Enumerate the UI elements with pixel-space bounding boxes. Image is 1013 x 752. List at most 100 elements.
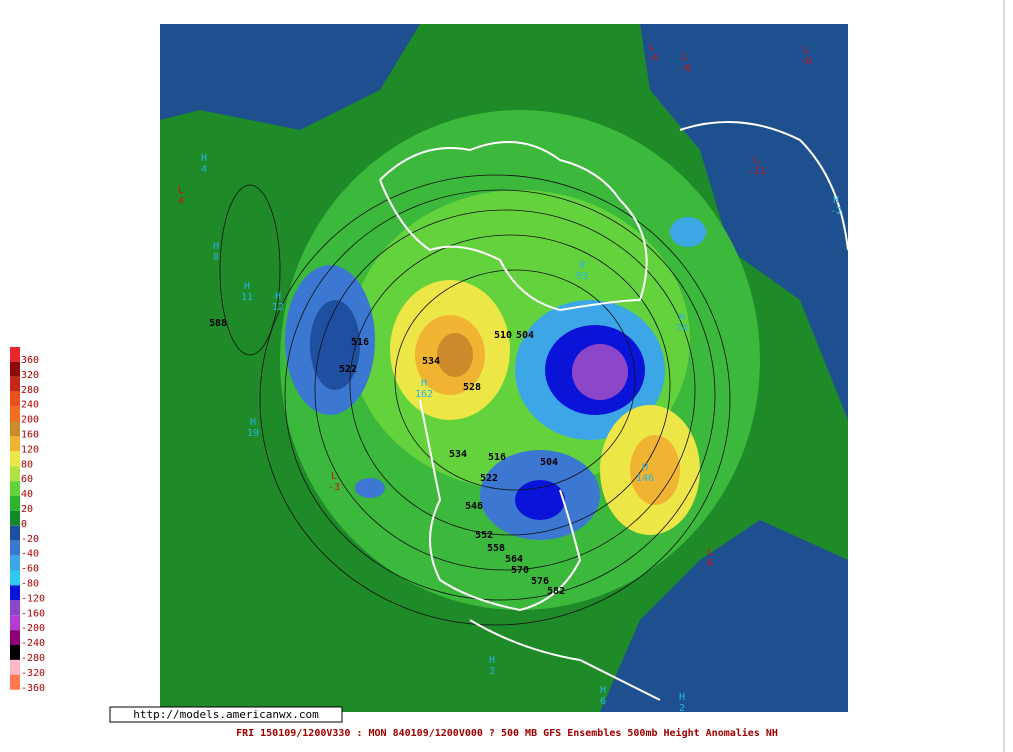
center-symbol: H [421, 378, 427, 389]
legend-swatch [10, 674, 20, 690]
contour-label: 558 [487, 543, 505, 554]
contour-label: 546 [465, 501, 483, 512]
contour-label: 588 [209, 318, 227, 329]
legend-label: -320 [21, 668, 45, 679]
map [160, 24, 848, 712]
contour-label: 552 [475, 530, 493, 541]
legend-label: -60 [21, 564, 39, 575]
center-value: 8 [213, 252, 219, 263]
legend-label: 40 [21, 489, 33, 500]
center-value: -6 [679, 63, 691, 74]
center-value: 12 [272, 302, 284, 313]
legend-label: -20 [21, 534, 39, 545]
legend-swatch [10, 659, 20, 675]
legend-label: 240 [21, 400, 39, 411]
legend-swatch [10, 555, 20, 571]
center-symbol: H [201, 153, 207, 164]
legend-label: 320 [21, 370, 39, 381]
caption: FRI 150109/1200V330 : MON 840109/1200V00… [236, 727, 778, 739]
legend-swatch [10, 630, 20, 645]
center-value: 3 [489, 666, 495, 677]
center-symbol: L [754, 155, 760, 166]
anomaly-field [572, 344, 628, 400]
center-value: 4 [201, 164, 207, 175]
legend-swatch [10, 436, 20, 452]
center-value: -11 [748, 166, 766, 177]
ocean-anomaly [160, 24, 420, 130]
contour-label: 516 [488, 452, 506, 463]
center-value: 4 [178, 196, 184, 207]
legend-swatch [10, 570, 20, 586]
center-symbol: L [649, 42, 655, 53]
center-value: -2 [830, 206, 842, 217]
legend-label: -240 [21, 638, 45, 649]
contour-label: 582 [547, 586, 565, 597]
anomaly-field [630, 435, 680, 505]
ocean-anomaly [600, 520, 848, 712]
legend-swatch [10, 361, 20, 377]
contour-label: 516 [351, 337, 369, 348]
legend-swatch [10, 585, 20, 601]
center-symbol: H [275, 291, 281, 302]
center-value: 11 [241, 292, 253, 303]
legend-label: 120 [21, 444, 39, 455]
legend-label: -40 [21, 549, 39, 560]
legend-label: 360 [21, 355, 39, 366]
legend-swatch [10, 645, 20, 660]
legend-swatch [10, 525, 20, 541]
legend-label: -280 [21, 653, 45, 664]
legend-swatch [10, 600, 20, 616]
legend-swatch [10, 510, 20, 526]
legend-swatch [10, 451, 20, 467]
legend-label: -120 [21, 593, 45, 604]
legend-swatch [10, 466, 20, 482]
center-symbol: H [244, 281, 250, 292]
legend-label: -200 [21, 623, 45, 634]
center-symbol: H [833, 195, 839, 206]
legend-swatch [10, 406, 20, 422]
center-value: 6 [707, 558, 713, 569]
center-value: 162 [415, 389, 433, 400]
contour-label: 522 [480, 473, 498, 484]
legend-swatch [10, 421, 20, 437]
center-symbol: H [250, 417, 256, 428]
contour-label: 528 [463, 382, 481, 393]
coastlines [379, 121, 848, 701]
contour-label: 534 [449, 449, 467, 460]
center-value: 6 [600, 696, 606, 707]
center-symbol: L [707, 547, 713, 558]
legend-swatch [10, 481, 20, 496]
legend-label: -80 [21, 579, 39, 590]
legend-label: -360 [21, 683, 45, 694]
legend-label: 20 [21, 504, 33, 515]
legend-label: 160 [21, 430, 39, 441]
height-contours [219, 174, 731, 626]
center-symbol: H [679, 692, 685, 703]
anomaly-field [437, 333, 473, 377]
center-value: 19 [247, 428, 259, 439]
legend-swatch [10, 540, 20, 556]
anomaly-field [670, 217, 706, 247]
contour-label: 564 [505, 554, 523, 565]
legend-label: 0 [21, 519, 27, 530]
center-value: 74 [676, 323, 688, 334]
anomaly-field [515, 480, 565, 520]
center-symbol: H [679, 312, 685, 323]
center-value: 93 [576, 271, 588, 282]
center-value: 146 [636, 473, 654, 484]
center-symbol: H [213, 241, 219, 252]
contour-label: 504 [516, 330, 534, 341]
contour-label: 570 [511, 565, 529, 576]
center-value: -6 [800, 56, 812, 67]
contour-label: 510 [494, 330, 512, 341]
center-value: -4 [646, 53, 658, 64]
legend-swatch [10, 376, 20, 392]
legend-swatch [10, 615, 20, 631]
center-value: 2 [679, 703, 685, 714]
center-symbol: L [803, 45, 809, 56]
anomaly-field [355, 478, 385, 498]
center-symbol: H [489, 655, 495, 666]
legend-swatch [10, 496, 20, 511]
